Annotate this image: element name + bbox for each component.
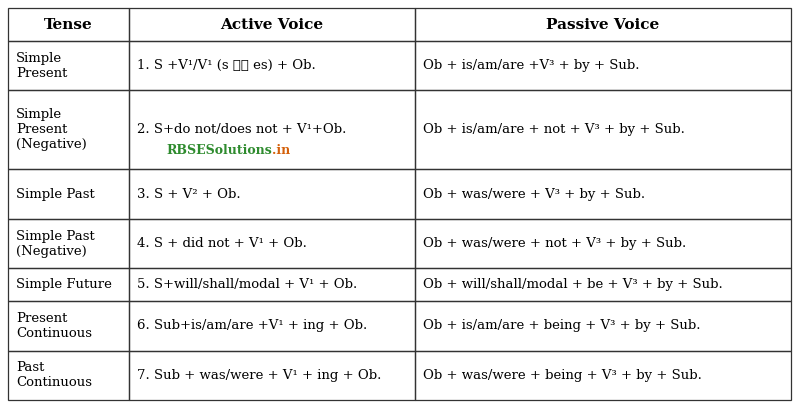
Bar [415,169,791,219]
Text: 6. Sub+is/am/are +V¹ + ing + Ob.: 6. Sub+is/am/are +V¹ + ing + Ob. [138,320,368,332]
Bar [130,219,415,268]
Bar [8,41,130,90]
Bar [130,219,415,268]
Bar [415,301,791,351]
Bar [130,41,415,90]
Bar [415,219,791,268]
Bar [130,41,415,90]
Bar [8,301,130,351]
Text: Tense: Tense [44,17,93,32]
Text: .in: .in [272,144,291,157]
Bar [8,90,130,169]
Text: Ob + was/were + V³ + by + Sub.: Ob + was/were + V³ + by + Sub. [423,187,645,201]
Bar [8,8,130,41]
Bar [415,41,791,90]
Text: Simple
Present
(Negative): Simple Present (Negative) [16,108,87,152]
Bar [130,301,415,351]
Bar [130,301,415,351]
Text: Ob + was/were + not + V³ + by + Sub.: Ob + was/were + not + V³ + by + Sub. [423,237,686,250]
Bar [8,268,130,301]
Bar [130,351,415,400]
Bar [415,351,791,400]
Text: Ob + will/shall/modal + be + V³ + by + Sub.: Ob + will/shall/modal + be + V³ + by + S… [423,278,723,291]
Bar [130,169,415,219]
Bar [415,8,791,41]
Text: Ob + is/am/are + being + V³ + by + Sub.: Ob + is/am/are + being + V³ + by + Sub. [423,320,700,332]
Bar [415,268,791,301]
Bar [415,8,791,41]
Text: Present
Continuous: Present Continuous [16,312,92,340]
Text: 3. S + V² + Ob.: 3. S + V² + Ob. [138,187,241,201]
Bar [8,351,130,400]
Bar [130,8,415,41]
Bar [130,90,415,169]
Bar [8,90,130,169]
Bar [130,90,415,169]
Text: 7. Sub + was/were + V¹ + ing + Ob.: 7. Sub + was/were + V¹ + ing + Ob. [138,369,382,382]
Bar [8,219,130,268]
Text: Past
Continuous: Past Continuous [16,361,92,389]
Bar [415,301,791,351]
Bar [8,169,130,219]
Bar [415,90,791,169]
Bar [415,41,791,90]
Bar [8,301,130,351]
Text: Simple Past: Simple Past [16,187,95,201]
Bar [8,351,130,400]
Text: Ob + is/am/are + not + V³ + by + Sub.: Ob + is/am/are + not + V³ + by + Sub. [423,124,685,137]
Text: Passive Voice: Passive Voice [547,17,659,32]
Bar [8,268,130,301]
Text: Ob + is/am/are +V³ + by + Sub.: Ob + is/am/are +V³ + by + Sub. [423,59,639,72]
Bar [130,268,415,301]
Text: Active Voice: Active Voice [221,17,324,32]
Text: 2. S+do not/does not + V¹+Ob.: 2. S+do not/does not + V¹+Ob. [138,124,347,137]
Bar [415,351,791,400]
Text: 1. S +V¹/V¹ (s या es) + Ob.: 1. S +V¹/V¹ (s या es) + Ob. [138,59,316,72]
Bar [130,169,415,219]
Bar [8,8,130,41]
Text: 5. S+will/shall/modal + V¹ + Ob.: 5. S+will/shall/modal + V¹ + Ob. [138,278,357,291]
Bar [130,351,415,400]
Bar [415,90,791,169]
Bar [130,268,415,301]
Text: Simple Past
(Negative): Simple Past (Negative) [16,229,95,257]
Bar [415,219,791,268]
Bar [8,219,130,268]
Bar [415,268,791,301]
Text: Simple
Present: Simple Present [16,52,68,80]
Text: RBSESolutions: RBSESolutions [167,144,272,157]
Text: Simple Future: Simple Future [16,278,112,291]
Bar [130,8,415,41]
Text: 4. S + did not + V¹ + Ob.: 4. S + did not + V¹ + Ob. [138,237,308,250]
Bar [415,169,791,219]
Bar [8,41,130,90]
Bar [8,169,130,219]
Text: Ob + was/were + being + V³ + by + Sub.: Ob + was/were + being + V³ + by + Sub. [423,369,702,382]
